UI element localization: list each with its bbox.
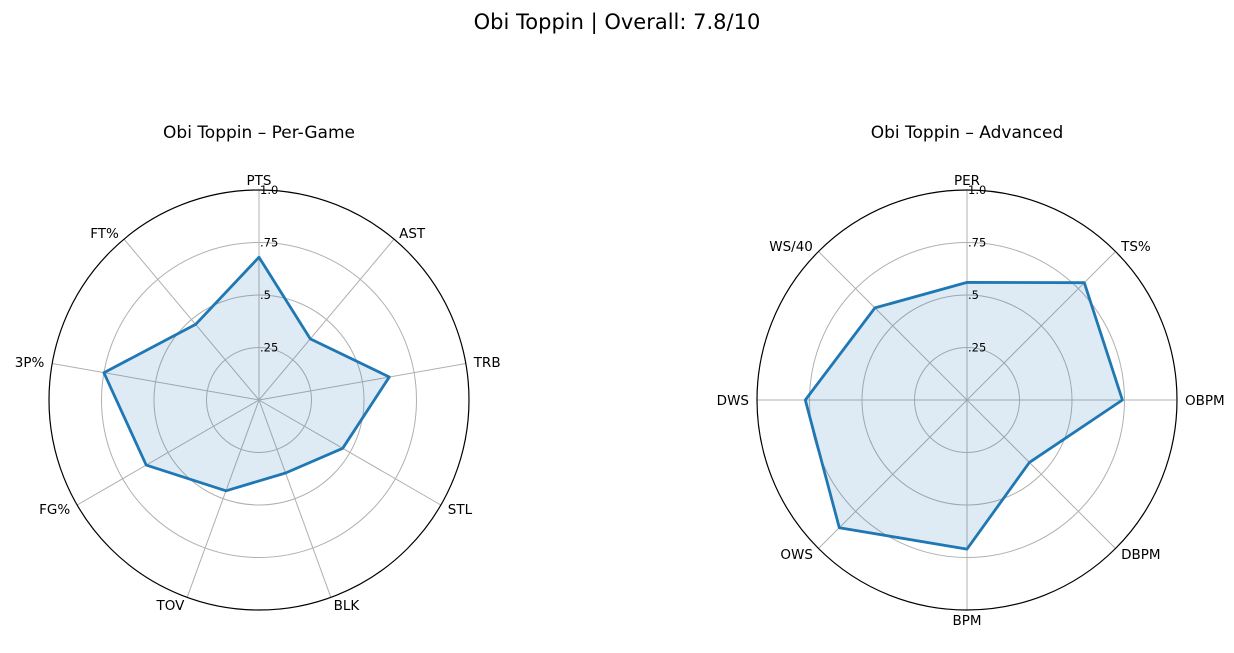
radial-tick-label: 1.0 [968, 183, 986, 197]
spoke-stl [258, 399, 442, 506]
spoke-tov [186, 399, 260, 598]
radial-tick-label: 1.0 [260, 183, 278, 197]
axis-label-per: PER [954, 173, 980, 189]
spoke-ows [818, 399, 968, 549]
spoke-3p-pct [52, 363, 260, 401]
spoke-ts-pct [966, 251, 1116, 401]
spoke-ft-pct [123, 238, 260, 401]
spoke-ws-per-40 [818, 251, 968, 401]
spoke-fg-pct [76, 399, 260, 506]
axis-label-ts-pct: TS% [1120, 239, 1151, 255]
figure-title: Obi Toppin | Overall: 7.8/10 [474, 10, 761, 35]
axis-label-blk: BLK [334, 598, 361, 614]
radial-tick-label: .25 [260, 341, 278, 355]
axis-label-ows: OWS [780, 547, 813, 563]
series-line [102, 255, 391, 493]
axis-label-obpm: OBPM [1185, 393, 1225, 409]
series-area [805, 282, 1123, 550]
axis-label-dbpm: DBPM [1121, 547, 1160, 563]
radial-tick-label: .5 [968, 288, 979, 302]
radial-tick-label: .5 [260, 288, 271, 302]
axis-label-ft-pct: FT% [90, 226, 119, 242]
chart-title: Obi Toppin – Per-Game [163, 123, 355, 143]
axis-label-dws: DWS [717, 393, 749, 409]
axis-label-fg-pct: FG% [39, 502, 70, 518]
axis-label-bpm: BPM [952, 613, 981, 629]
axis-label-ast: AST [399, 226, 426, 242]
axis-label-3p-pct: 3P% [15, 355, 45, 371]
outer-frame [756, 189, 1178, 611]
series-area [103, 257, 390, 491]
spoke-dbpm [966, 399, 1116, 549]
radial-tick-label: .75 [260, 236, 278, 250]
axis-label-tov: TOV [156, 598, 186, 614]
spoke-blk [258, 399, 332, 598]
axis-label-ws-per-40: WS/40 [769, 239, 813, 255]
outer-frame [48, 189, 470, 611]
radial-tick-label: .75 [968, 236, 986, 250]
chart-title: Obi Toppin – Advanced [871, 123, 1064, 143]
spoke-ast [258, 238, 395, 401]
axis-label-pts: PTS [247, 173, 272, 189]
axis-label-trb: TRB [473, 355, 501, 371]
axis-label-stl: STL [448, 502, 473, 518]
radial-tick-label: .25 [968, 341, 986, 355]
spoke-trb [258, 363, 466, 401]
